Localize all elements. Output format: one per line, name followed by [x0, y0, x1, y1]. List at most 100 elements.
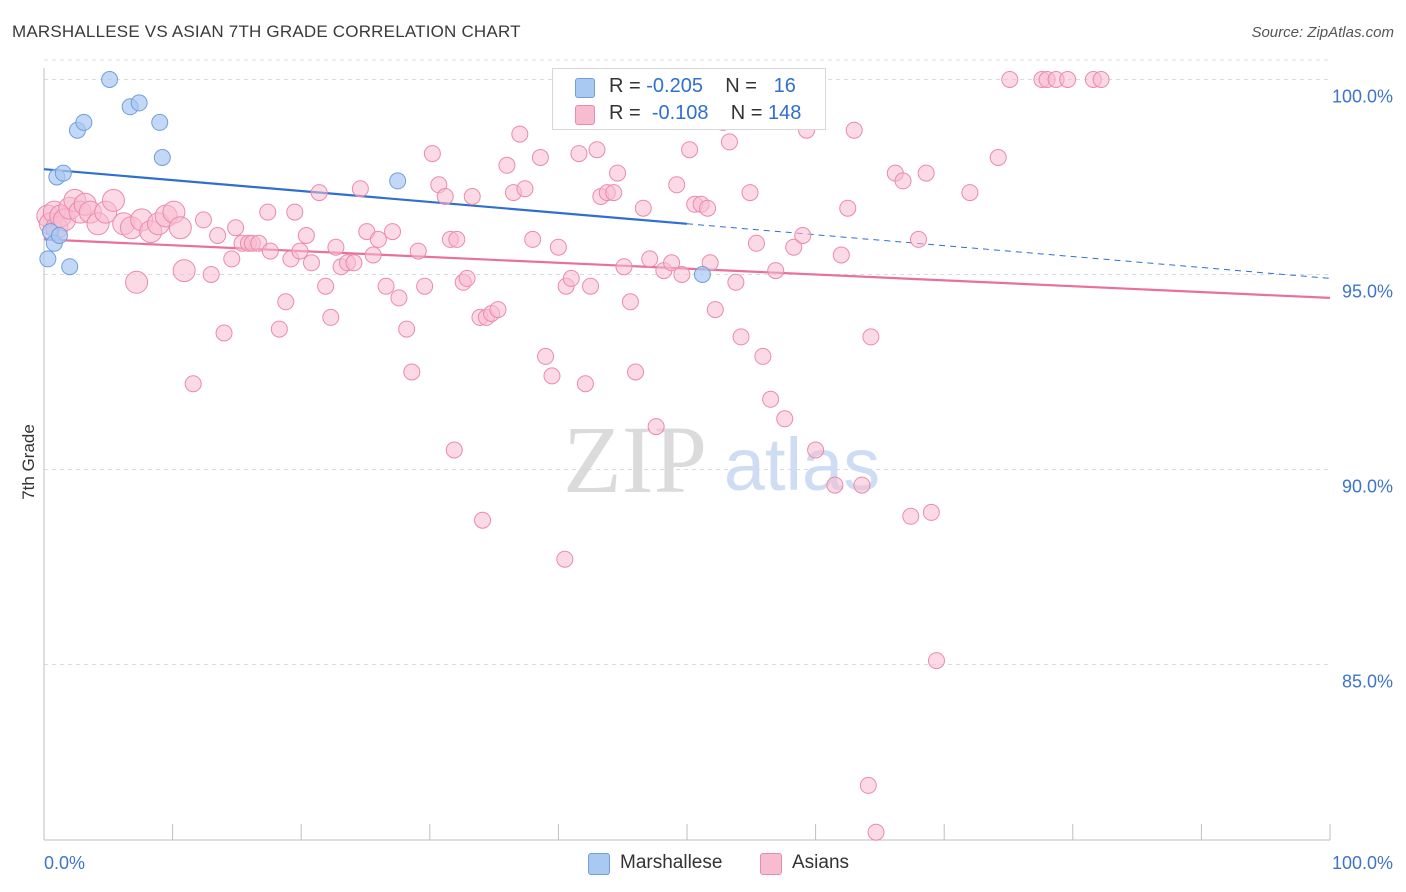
- marshallese-point: [50, 227, 68, 244]
- asians-point: [377, 277, 395, 295]
- tick-labels: 100.0% 95.0% 90.0% 85.0% 0.0% 100.0%: [44, 87, 1393, 874]
- asians-point: [286, 203, 304, 221]
- asians-point: [202, 266, 220, 283]
- asians-point: [562, 269, 580, 287]
- asians-point: [754, 347, 772, 365]
- stats-legend-row-asians: R = -0.108 N = 148: [575, 102, 801, 126]
- r-label: R =: [609, 102, 647, 124]
- asians-point: [699, 199, 717, 217]
- asians-point: [641, 250, 659, 268]
- asians-point: [673, 266, 691, 283]
- r-label: R =: [609, 75, 647, 97]
- asians-point: [627, 363, 645, 381]
- asians-point: [184, 375, 202, 393]
- asians-point: [409, 242, 427, 260]
- marshallese-points: [39, 71, 711, 283]
- marshallese-swatch: [575, 78, 595, 98]
- asians-point: [853, 476, 871, 494]
- asians-point: [747, 234, 765, 252]
- asians-point: [909, 230, 927, 248]
- marshallese-legend-swatch: [588, 853, 610, 875]
- asians-point: [826, 476, 844, 494]
- asians-point: [223, 250, 241, 268]
- asians-point: [961, 184, 979, 202]
- asians-point: [549, 238, 567, 256]
- asians-point: [423, 145, 441, 163]
- asians-point: [720, 133, 738, 151]
- asians-point: [701, 254, 719, 272]
- chart-title: MARSHALLESE VS ASIAN 7TH GRADE CORRELATI…: [12, 22, 521, 41]
- asians-point: [369, 230, 387, 248]
- asians-point: [172, 259, 196, 283]
- asians-point: [458, 269, 476, 287]
- asians-point: [390, 289, 408, 307]
- asians-points: [36, 71, 1110, 841]
- asians-point: [785, 238, 803, 256]
- x-tick-label: 100.0%: [1332, 853, 1393, 873]
- asians-point: [351, 180, 369, 198]
- y-tick-label: 100.0%: [1332, 87, 1393, 107]
- asians-point: [403, 363, 421, 381]
- asians-point: [634, 199, 652, 217]
- asians-point: [917, 164, 935, 182]
- marshallese-point: [130, 94, 148, 112]
- marshallese-trendline-extension: [686, 223, 1331, 279]
- marshallese-trendline: [43, 168, 688, 225]
- asians-point: [227, 219, 245, 237]
- asians-point: [1059, 71, 1077, 88]
- asians-point: [605, 184, 623, 202]
- asians-point: [261, 242, 279, 260]
- asians-point: [1001, 71, 1019, 88]
- asians-point: [663, 254, 681, 272]
- asians-point: [436, 188, 454, 205]
- asians-point: [588, 141, 606, 159]
- watermark-zip: ZIP: [563, 406, 707, 513]
- asians-point: [556, 550, 574, 568]
- asians-point: [767, 262, 785, 280]
- watermark-atlas: atlas: [724, 423, 880, 506]
- asians-point: [524, 230, 542, 248]
- asians-point: [832, 246, 850, 264]
- asians-point: [474, 511, 492, 529]
- asians-point: [398, 320, 416, 338]
- asians-point: [794, 227, 812, 244]
- asians-point: [1092, 71, 1110, 88]
- asians-point: [732, 328, 750, 346]
- marshallese-point: [39, 250, 57, 268]
- asians-point: [647, 418, 665, 436]
- asians-point: [570, 145, 588, 163]
- asians-point: [297, 227, 315, 244]
- n-value: 16: [773, 75, 796, 97]
- asians-point: [125, 270, 149, 294]
- asians-point: [681, 141, 699, 159]
- y-tick-label: 90.0%: [1342, 477, 1393, 497]
- marshallese-point: [693, 266, 711, 283]
- n-value: 148: [768, 102, 802, 124]
- asians-point: [762, 390, 780, 408]
- asians-point: [531, 149, 549, 166]
- asians-point: [168, 216, 192, 240]
- asians-point: [582, 277, 600, 295]
- asians-point: [209, 227, 227, 244]
- asians-point: [345, 254, 363, 272]
- asians-point: [543, 367, 561, 385]
- y-axis-label: 7th Grade: [19, 424, 38, 500]
- asians-point: [327, 238, 345, 256]
- asians-point: [894, 172, 912, 190]
- marshallese-stats: R = -0.205 N = 16: [609, 75, 796, 98]
- asians-point: [922, 503, 940, 521]
- asians-point: [927, 652, 945, 670]
- asians-point: [498, 156, 516, 174]
- asians-point: [511, 125, 529, 143]
- asians-point: [807, 441, 825, 459]
- asians-point: [668, 176, 686, 194]
- asians-point: [776, 410, 794, 428]
- asians-point: [445, 441, 463, 459]
- asians-point: [706, 301, 724, 319]
- asians-point: [302, 254, 320, 272]
- stats-legend-row-marshallese: R = -0.205 N = 16: [575, 75, 796, 99]
- stats-legend: R = -0.205 N = 16 R = -0.108 N = 148: [552, 68, 826, 130]
- asians-point: [615, 258, 633, 276]
- asians-point: [516, 180, 534, 198]
